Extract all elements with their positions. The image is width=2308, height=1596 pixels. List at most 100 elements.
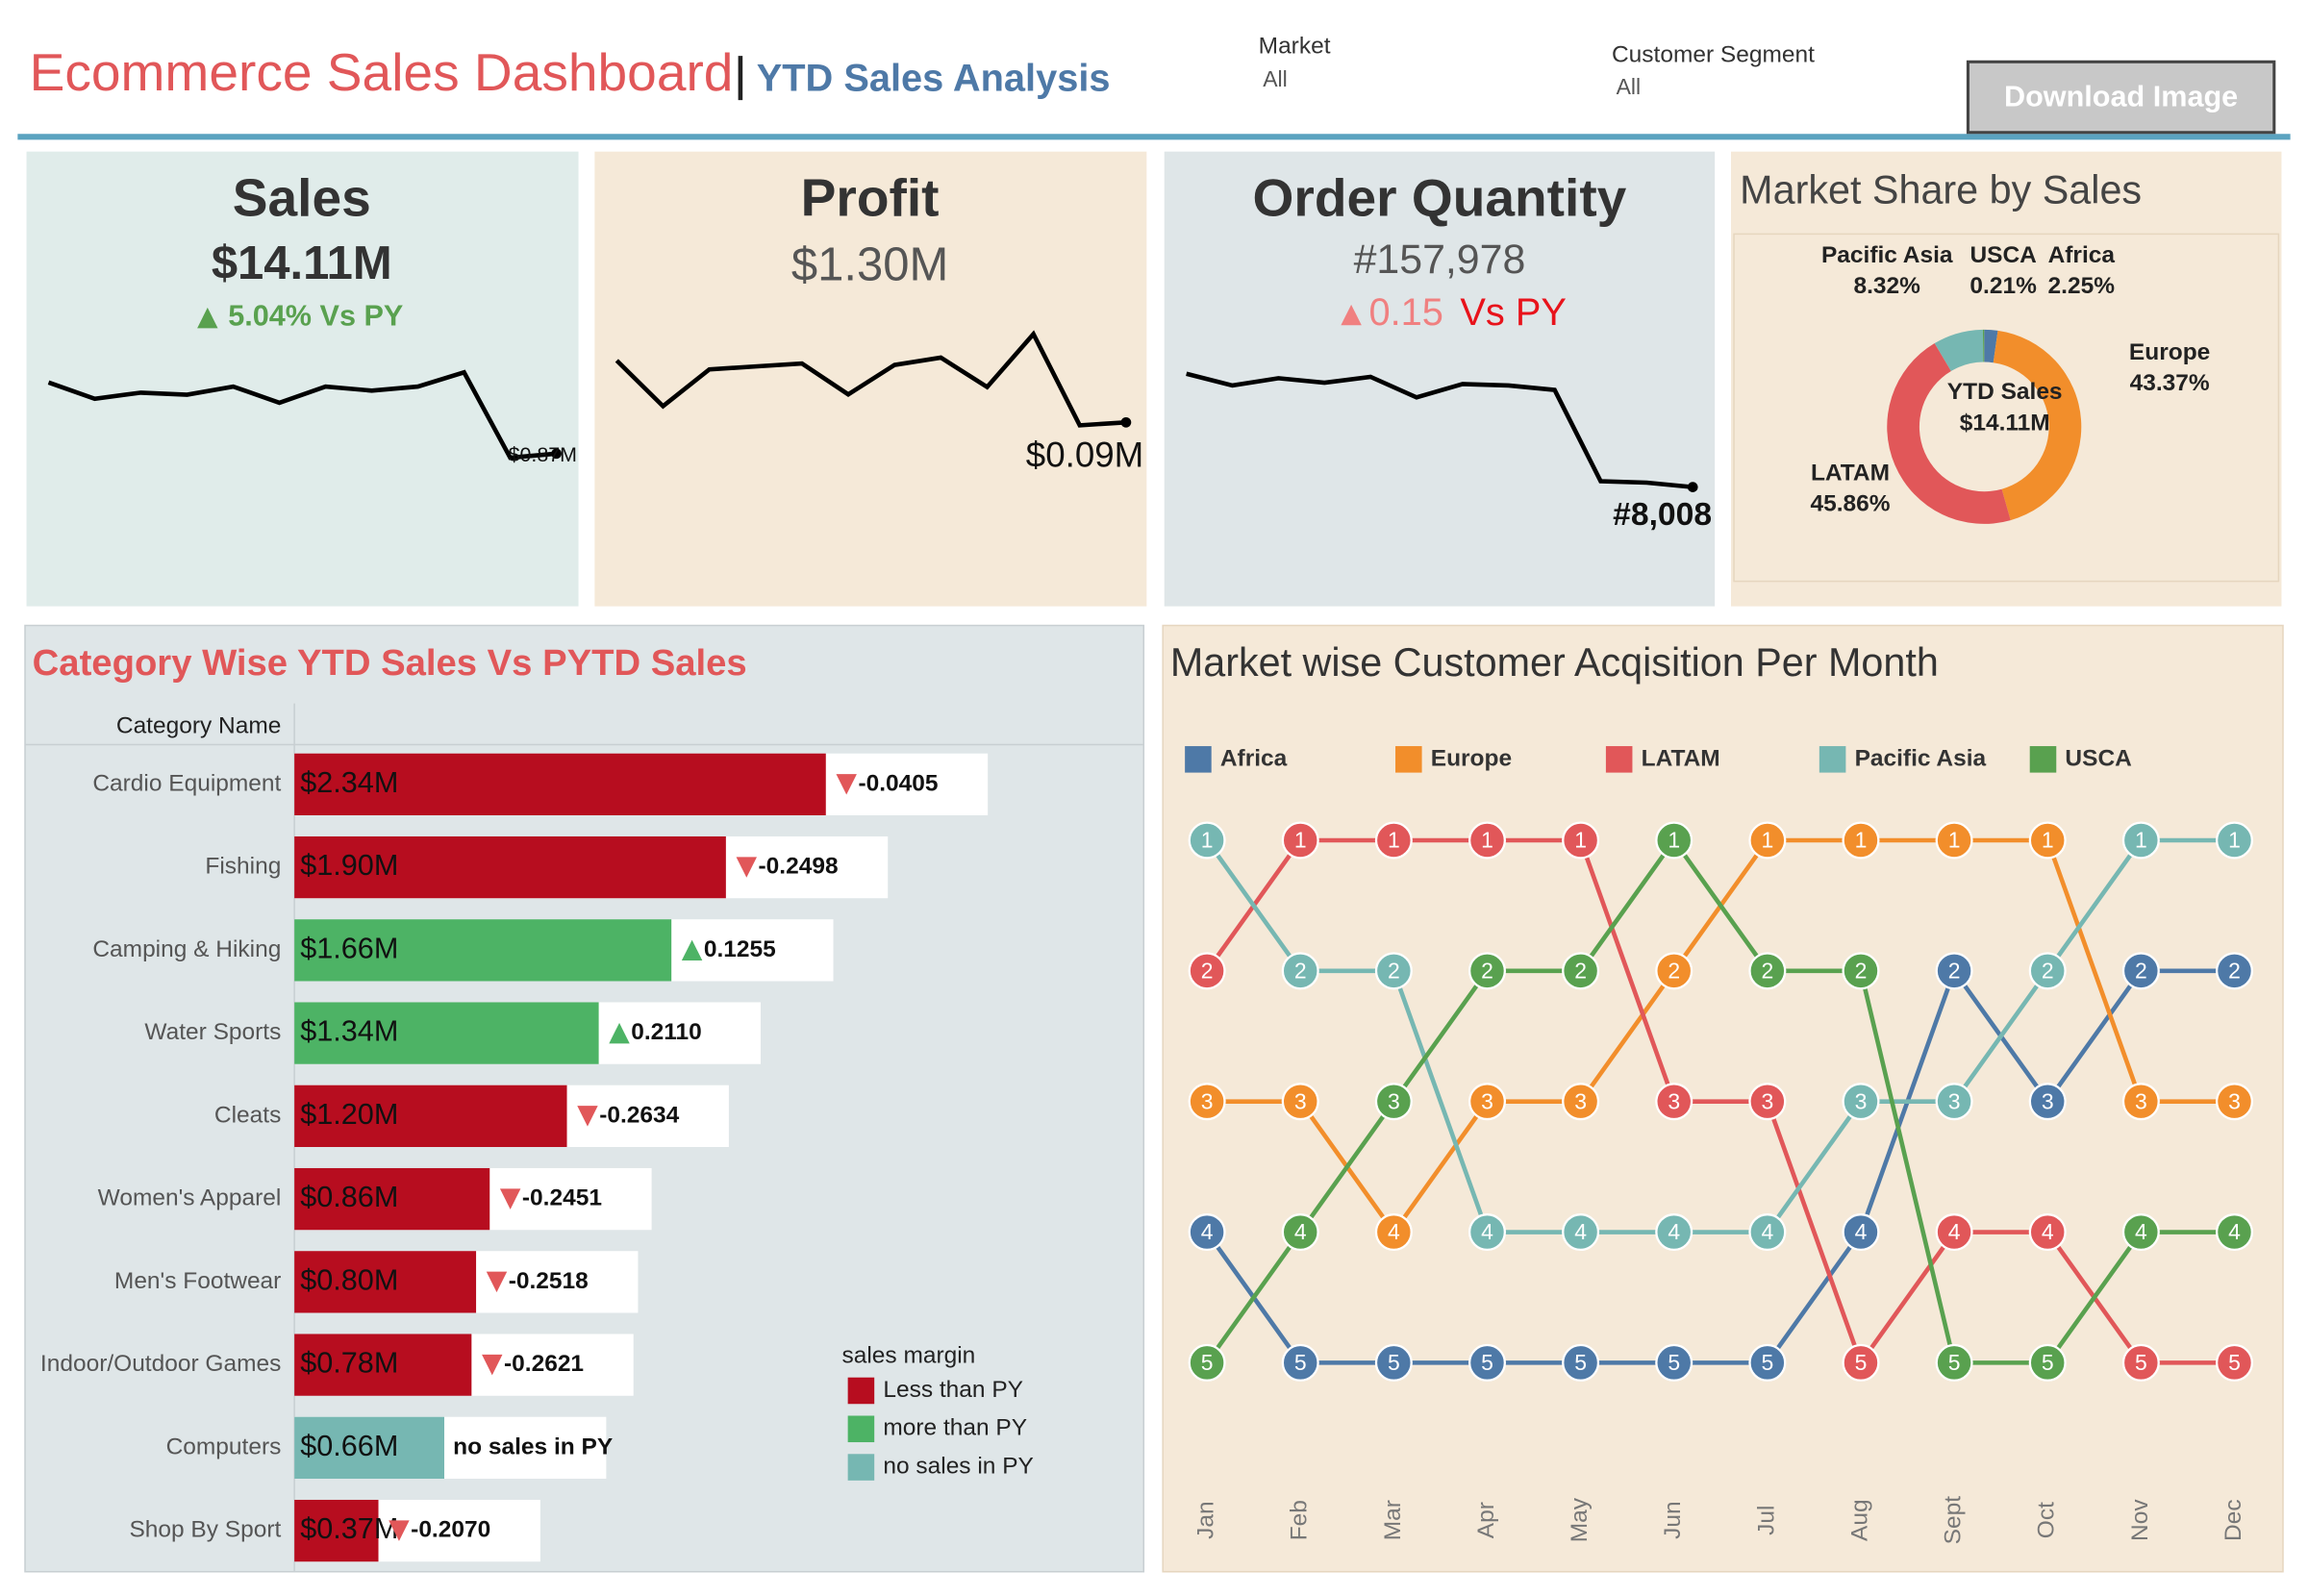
rank-label: 2 xyxy=(1201,958,1214,983)
rank-marker xyxy=(1842,952,1880,990)
rank-label: 4 xyxy=(2228,1219,2241,1244)
download-button-label[interactable]: Download Image xyxy=(2004,81,2238,113)
rank-label: 5 xyxy=(2042,1350,2054,1375)
dashboard-title: Ecommerce Sales Dashboard xyxy=(30,42,734,102)
rank-label: 1 xyxy=(1855,828,1868,853)
rank-label: 5 xyxy=(2135,1350,2147,1375)
rank-label: 4 xyxy=(1948,1219,1961,1244)
rank-marker xyxy=(1935,1083,1973,1121)
rank-marker xyxy=(1374,821,1413,860)
category-label: Men's Footwear xyxy=(114,1268,281,1294)
rank-label: 4 xyxy=(1201,1219,1214,1244)
legend-swatch xyxy=(847,1415,875,1443)
legend-label: LATAM xyxy=(1642,745,1720,771)
rank-label: 5 xyxy=(1761,1350,1773,1375)
rank-label: 2 xyxy=(1481,958,1493,983)
rank-label: 2 xyxy=(2042,958,2054,983)
rank-marker xyxy=(1188,1343,1226,1382)
donut-label: USCA xyxy=(1969,242,2037,268)
rank-marker xyxy=(2215,821,2253,860)
rank-marker xyxy=(1468,1343,1506,1382)
rank-label: 3 xyxy=(2228,1088,2241,1113)
legend-label: Pacific Asia xyxy=(1855,745,1987,771)
rank-marker xyxy=(1562,1343,1600,1382)
donut-label: Europe xyxy=(2129,339,2210,365)
rank-marker xyxy=(1935,821,1973,860)
bar-value-label: $0.66M xyxy=(300,1430,398,1462)
donut-slice xyxy=(1934,329,1984,371)
legend-swatch xyxy=(2029,746,2057,773)
market-inner-border xyxy=(1733,233,2280,583)
rank-marker xyxy=(1748,952,1787,990)
x-tick-label: Oct xyxy=(2034,1502,2060,1538)
rank-label: 3 xyxy=(1855,1088,1868,1113)
category-label: Fishing xyxy=(205,854,281,880)
download-button[interactable] xyxy=(1966,60,2276,135)
bar xyxy=(294,835,726,899)
rank-marker xyxy=(1562,821,1600,860)
rank-marker xyxy=(1468,1213,1506,1252)
change-label: -0.2634 xyxy=(599,1102,679,1128)
change-label: -0.2498 xyxy=(759,854,839,880)
rank-marker xyxy=(1842,1343,1880,1382)
legend-swatch xyxy=(1605,746,1633,773)
bar xyxy=(294,1251,477,1313)
rank-marker xyxy=(1281,1213,1319,1252)
filter-label: Market xyxy=(1259,33,1331,59)
rank-line xyxy=(1205,836,2235,1365)
legend-swatch xyxy=(1185,746,1212,773)
donut-value-label: 43.37% xyxy=(2130,370,2210,396)
kpi-change: 0.15 xyxy=(1368,291,1442,334)
rank-label: 5 xyxy=(1948,1350,1961,1375)
rank-marker xyxy=(1748,1213,1787,1252)
rank-marker xyxy=(2215,1213,2253,1252)
donut-value-label: 0.21% xyxy=(1969,273,2037,299)
donut-label: Africa xyxy=(2048,242,2116,268)
legend-label: USCA xyxy=(2065,745,2132,771)
bar xyxy=(294,1167,490,1231)
rank-marker xyxy=(2121,1213,2160,1252)
rank-label: 1 xyxy=(1761,828,1773,853)
rank-label: 4 xyxy=(1761,1219,1773,1244)
rank-label: 3 xyxy=(2042,1088,2054,1113)
category-label: Shop By Sport xyxy=(129,1517,281,1543)
legend-swatch xyxy=(1819,746,1846,773)
rank-marker xyxy=(2121,1343,2160,1382)
bar xyxy=(294,1334,472,1396)
x-tick-label: Jul xyxy=(1753,1506,1779,1535)
rank-marker xyxy=(1655,1083,1693,1121)
rank-marker xyxy=(1655,952,1693,990)
x-tick-label: Jan xyxy=(1193,1501,1219,1538)
rank-marker xyxy=(1374,1083,1413,1121)
legend-label: Less than PY xyxy=(883,1377,1023,1403)
legend-label: Europe xyxy=(1431,745,1512,771)
rank-label: 5 xyxy=(1855,1350,1868,1375)
x-tick-label: Apr xyxy=(1473,1502,1499,1538)
rank-label: 5 xyxy=(1388,1350,1400,1375)
bar xyxy=(294,919,672,982)
rank-marker xyxy=(2028,1083,2067,1121)
rank-label: 3 xyxy=(1201,1088,1214,1113)
rank-label: 1 xyxy=(1388,828,1400,853)
rank-marker xyxy=(2215,1343,2253,1382)
legend-label: no sales in PY xyxy=(883,1454,1034,1480)
donut-slice xyxy=(1887,343,2011,524)
rank-label: 3 xyxy=(1481,1088,1493,1113)
rank-label: 2 xyxy=(1388,958,1400,983)
rank-label: 1 xyxy=(2135,828,2147,853)
rank-label: 4 xyxy=(2135,1219,2147,1244)
rank-marker xyxy=(1655,821,1693,860)
rank-marker xyxy=(1188,1213,1226,1252)
x-tick-label: Sept xyxy=(1941,1496,1967,1545)
legend-label: more than PY xyxy=(883,1415,1027,1441)
category-label: Cleats xyxy=(214,1102,281,1128)
rank-label: 3 xyxy=(1388,1088,1400,1113)
rank-marker xyxy=(2028,1213,2067,1252)
rank-label: 5 xyxy=(1201,1350,1214,1375)
donut-slice xyxy=(1993,330,2082,521)
change-label: 0.2110 xyxy=(631,1019,702,1045)
dashboard-subtitle: YTD Sales Analysis xyxy=(757,58,1111,100)
rank-label: 4 xyxy=(1388,1219,1400,1244)
